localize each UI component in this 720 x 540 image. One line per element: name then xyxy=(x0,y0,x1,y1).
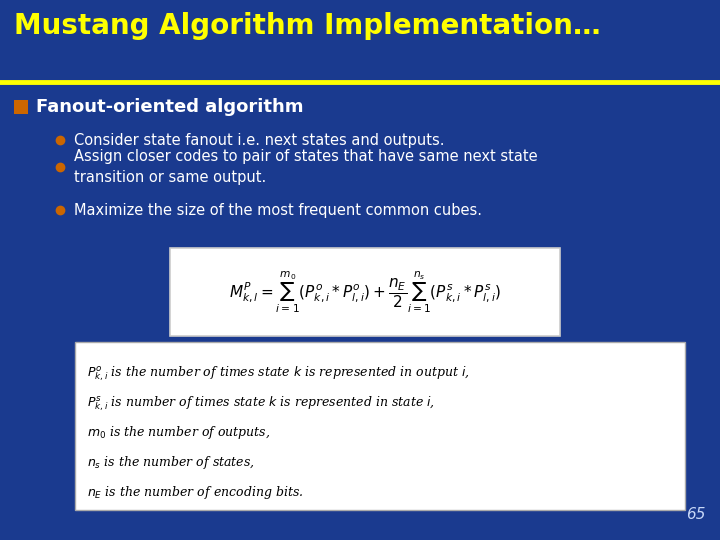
Text: $P^o_{k,i}$ is the number of times state $k$ is represented in output $i$,: $P^o_{k,i}$ is the number of times state… xyxy=(87,364,470,383)
Text: Mustang Algorithm Implementation…: Mustang Algorithm Implementation… xyxy=(14,12,600,40)
Text: Consider state fanout i.e. next states and outputs.: Consider state fanout i.e. next states a… xyxy=(74,132,444,147)
Bar xyxy=(75,342,685,510)
Text: Assign closer codes to pair of states that have same next state
transition or sa: Assign closer codes to pair of states th… xyxy=(74,148,538,185)
Text: $n_s$ is the number of states,: $n_s$ is the number of states, xyxy=(87,454,255,471)
Bar xyxy=(0,0,720,82)
Text: $n_E$ is the number of encoding bits.: $n_E$ is the number of encoding bits. xyxy=(87,484,303,501)
Text: 65: 65 xyxy=(686,507,706,522)
Bar xyxy=(170,248,560,336)
Bar xyxy=(14,100,28,114)
Text: $P^s_{k,i}$ is number of times state $k$ is represented in state $i$,: $P^s_{k,i}$ is number of times state $k$… xyxy=(87,394,435,413)
Text: Maximize the size of the most frequent common cubes.: Maximize the size of the most frequent c… xyxy=(74,202,482,218)
Text: $m_0$ is the number of outputs,: $m_0$ is the number of outputs, xyxy=(87,424,271,441)
Text: $M^P_{k,l} = \sum_{i=1}^{m_0}(P^o_{k,i} * P^o_{l,i}) + \dfrac{n_E}{2}\sum_{i=1}^: $M^P_{k,l} = \sum_{i=1}^{m_0}(P^o_{k,i} … xyxy=(229,269,501,315)
Text: Fanout-oriented algorithm: Fanout-oriented algorithm xyxy=(36,98,304,116)
